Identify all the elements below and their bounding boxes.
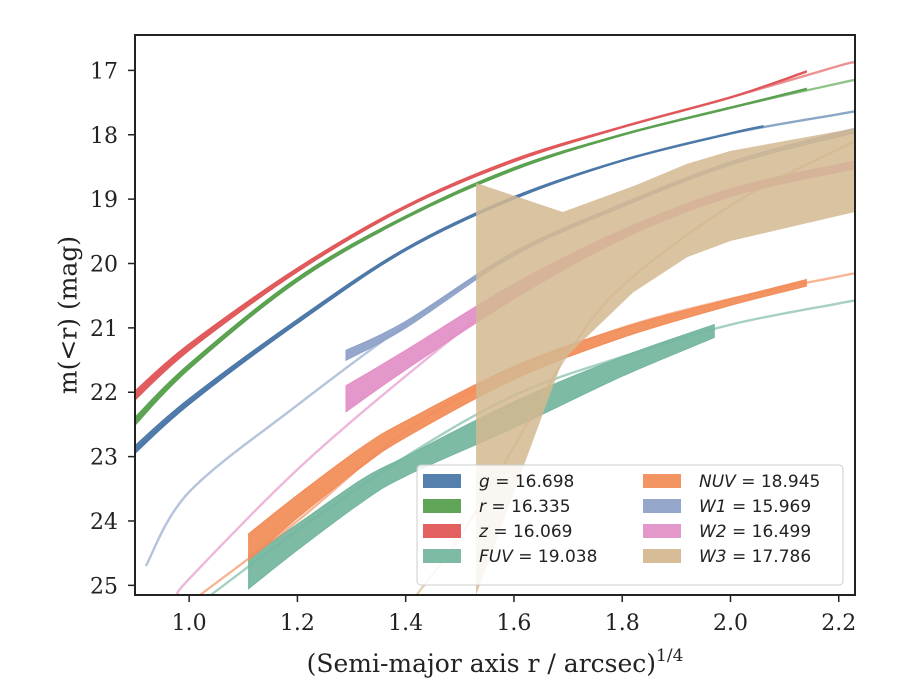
legend-swatch xyxy=(643,549,681,563)
legend-entry: FUV = 19.038 xyxy=(423,547,597,567)
x-tick-label: 1.2 xyxy=(280,611,315,636)
legend-label: g = 16.698 xyxy=(479,472,574,492)
y-tick-label: 23 xyxy=(90,446,118,471)
legend-entry: g = 16.698 xyxy=(423,472,574,492)
legend-swatch xyxy=(423,474,461,488)
legend-entry: W1 = 15.969 xyxy=(643,497,811,517)
legend-label: NUV = 18.945 xyxy=(699,472,820,492)
legend-entry: z = 16.069 xyxy=(423,522,572,542)
legend-label: r = 16.335 xyxy=(479,497,571,517)
band-z xyxy=(135,70,807,401)
axis-ticks: 1.0 1.2 1.4 1.6 1.8 2.0 2.2 17 18 19 20 21 22 23 24 25 xyxy=(90,59,856,636)
legend-swatch xyxy=(423,524,461,538)
x-tick-label: 1.4 xyxy=(388,611,423,636)
y-tick-label: 22 xyxy=(90,381,118,406)
legend: g = 16.698 r = 16.335 z = 16.069 FUV = 19.0… xyxy=(416,464,844,586)
y-tick-label: 19 xyxy=(90,188,118,213)
legend-entry: W2 = 16.499 xyxy=(643,522,811,542)
legend-frame xyxy=(416,464,844,586)
y-tick-label: 17 xyxy=(90,59,118,84)
legend-entry: W3 = 17.786 xyxy=(643,547,811,567)
legend-entry: NUV = 18.945 xyxy=(643,472,820,492)
x-tick-label: 2.2 xyxy=(821,611,856,636)
legend-swatch xyxy=(643,524,681,538)
y-axis-label: m(<r) (mag) xyxy=(54,236,83,394)
legend-label: W1 = 15.969 xyxy=(699,497,811,517)
legend-swatch xyxy=(423,499,461,513)
x-tick-label: 1.8 xyxy=(605,611,640,636)
x-tick-label: 1.6 xyxy=(496,611,531,636)
band-nuv xyxy=(248,278,807,561)
y-tick-label: 20 xyxy=(90,253,118,278)
model-line-z xyxy=(135,61,855,397)
band-fuv xyxy=(248,323,715,590)
x-axis-label-exponent: 1/4 xyxy=(656,646,683,666)
model-line-r xyxy=(135,78,855,423)
legend-label: W3 = 17.786 xyxy=(699,547,811,567)
y-tick-label: 21 xyxy=(90,317,118,342)
y-tick-label: 24 xyxy=(90,510,118,535)
legend-swatch xyxy=(643,499,681,513)
y-tick-label: 25 xyxy=(90,574,118,599)
series-z xyxy=(135,61,855,401)
x-axis-label: (Semi-major axis r / arcsec)1/4 xyxy=(307,646,684,678)
series-r xyxy=(135,78,855,426)
y-tick-label: 18 xyxy=(90,124,118,149)
legend-label: z = 16.069 xyxy=(478,522,572,542)
legend-label: FUV = 19.038 xyxy=(479,547,597,567)
x-tick-label: 2.0 xyxy=(713,611,748,636)
x-tick-label: 1.0 xyxy=(172,611,207,636)
legend-swatch xyxy=(423,549,461,563)
legend-swatch xyxy=(643,474,681,488)
legend-entry: r = 16.335 xyxy=(423,497,571,517)
plot-frame xyxy=(134,34,856,596)
legend-label: W2 = 16.499 xyxy=(699,522,811,542)
plot-area xyxy=(135,61,855,595)
band-w3 xyxy=(476,128,855,595)
